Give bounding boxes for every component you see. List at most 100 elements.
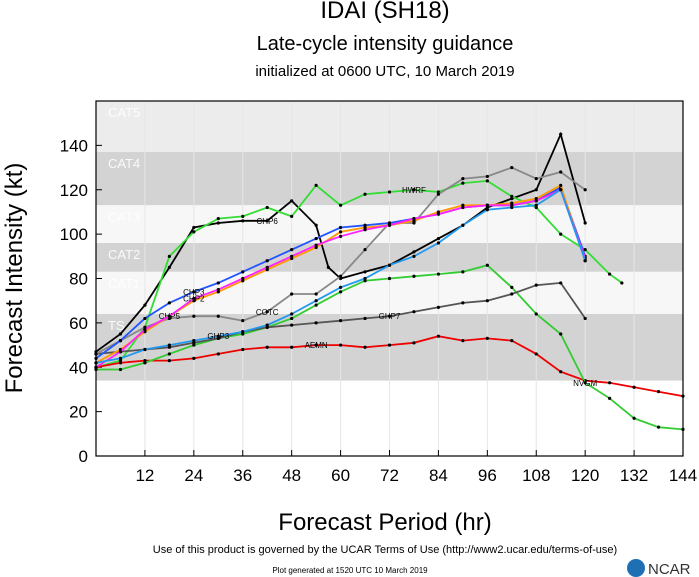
data-point <box>167 265 171 270</box>
data-point <box>608 272 612 276</box>
series: CHP2 <box>94 188 587 369</box>
data-point <box>387 223 392 227</box>
data-point <box>485 179 489 183</box>
data-point <box>265 219 269 223</box>
x-tick-label: 24 <box>184 466 203 485</box>
data-point <box>314 321 318 325</box>
data-point <box>461 177 465 181</box>
x-tick-label: 144 <box>669 466 697 485</box>
data-point <box>118 350 123 354</box>
data-point <box>363 345 367 349</box>
footer: Use of this product is governed by the U… <box>153 544 617 556</box>
data-point <box>559 183 563 187</box>
data-point <box>583 381 587 385</box>
series-label: CHP6 <box>257 217 279 226</box>
data-point <box>290 256 294 261</box>
data-point <box>534 352 538 356</box>
data-point <box>363 276 367 281</box>
data-point <box>534 197 538 201</box>
data-point <box>387 190 392 194</box>
data-point <box>461 301 465 305</box>
data-point <box>241 332 245 336</box>
data-point <box>290 254 294 258</box>
data-point <box>241 219 245 223</box>
y-axis-title: Forecast Intensity (kt) <box>1 163 28 394</box>
data-point <box>265 205 269 210</box>
data-point <box>559 281 563 285</box>
data-point <box>363 192 367 196</box>
data-point <box>656 390 661 394</box>
data-point <box>534 188 538 192</box>
data-point <box>216 221 220 225</box>
series-label: GHP3 <box>207 332 229 341</box>
data-point <box>338 203 343 207</box>
data-point <box>559 188 563 192</box>
data-point <box>192 314 196 318</box>
data-point <box>216 334 220 338</box>
chart-title: IDAI (SH18) <box>320 0 449 24</box>
data-point <box>314 245 318 250</box>
data-point <box>485 174 489 179</box>
data-point <box>167 352 171 356</box>
y-tick-label: 100 <box>60 225 88 244</box>
data-point <box>265 323 269 327</box>
data-point <box>436 241 441 245</box>
series-label: AEMN <box>305 341 328 350</box>
data-point <box>485 208 489 212</box>
chart-subtitle: Late-cycle intensity guidance <box>257 33 514 55</box>
x-tick-label: 108 <box>522 466 550 485</box>
data-point <box>412 219 416 223</box>
data-point <box>387 314 392 318</box>
data-point <box>632 385 636 389</box>
data-point <box>192 356 196 360</box>
data-point <box>265 265 269 270</box>
data-point <box>461 205 465 210</box>
data-point <box>167 343 171 347</box>
data-point <box>387 263 392 267</box>
data-point <box>216 290 220 294</box>
series: GHP3 <box>94 188 587 365</box>
data-point <box>290 248 294 252</box>
data-point <box>387 221 392 225</box>
data-point <box>118 367 123 372</box>
data-point <box>363 228 367 232</box>
data-point <box>167 358 171 363</box>
data-point <box>583 221 587 225</box>
data-point <box>387 276 392 281</box>
data-point <box>216 336 220 341</box>
data-point <box>461 223 465 227</box>
data-point <box>216 352 220 356</box>
data-point <box>436 272 441 276</box>
data-point <box>192 225 196 230</box>
data-point <box>167 314 171 318</box>
data-point <box>620 281 624 285</box>
data-point <box>608 381 612 385</box>
data-point <box>534 205 538 210</box>
plot-frame <box>95 100 684 457</box>
data-point <box>241 279 245 283</box>
data-point <box>412 310 416 314</box>
y-tick-label: 80 <box>69 270 88 289</box>
logo-mark <box>627 559 645 577</box>
data-point <box>265 268 269 272</box>
data-point <box>363 225 367 230</box>
data-point <box>314 223 318 227</box>
data-point <box>485 263 489 267</box>
data-point <box>510 205 514 210</box>
data-point <box>412 274 416 278</box>
data-point <box>241 214 245 218</box>
data-point <box>387 343 392 347</box>
data-point <box>559 170 563 174</box>
data-point <box>485 336 489 341</box>
x-tick-label: 120 <box>571 466 599 485</box>
data-point <box>290 345 294 349</box>
data-point <box>216 216 220 221</box>
data-point <box>363 270 367 274</box>
data-point <box>241 347 245 352</box>
data-point <box>314 236 318 241</box>
footer: Plot generated at 1520 UTC 10 March 2019 <box>272 566 428 575</box>
data-point <box>534 203 538 207</box>
data-point <box>216 287 220 292</box>
data-point <box>436 236 441 241</box>
